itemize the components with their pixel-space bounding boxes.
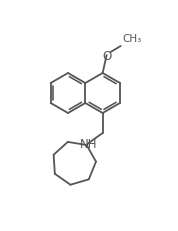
Text: O: O: [102, 49, 111, 62]
Text: NH: NH: [80, 137, 97, 150]
Text: CH₃: CH₃: [123, 34, 142, 44]
